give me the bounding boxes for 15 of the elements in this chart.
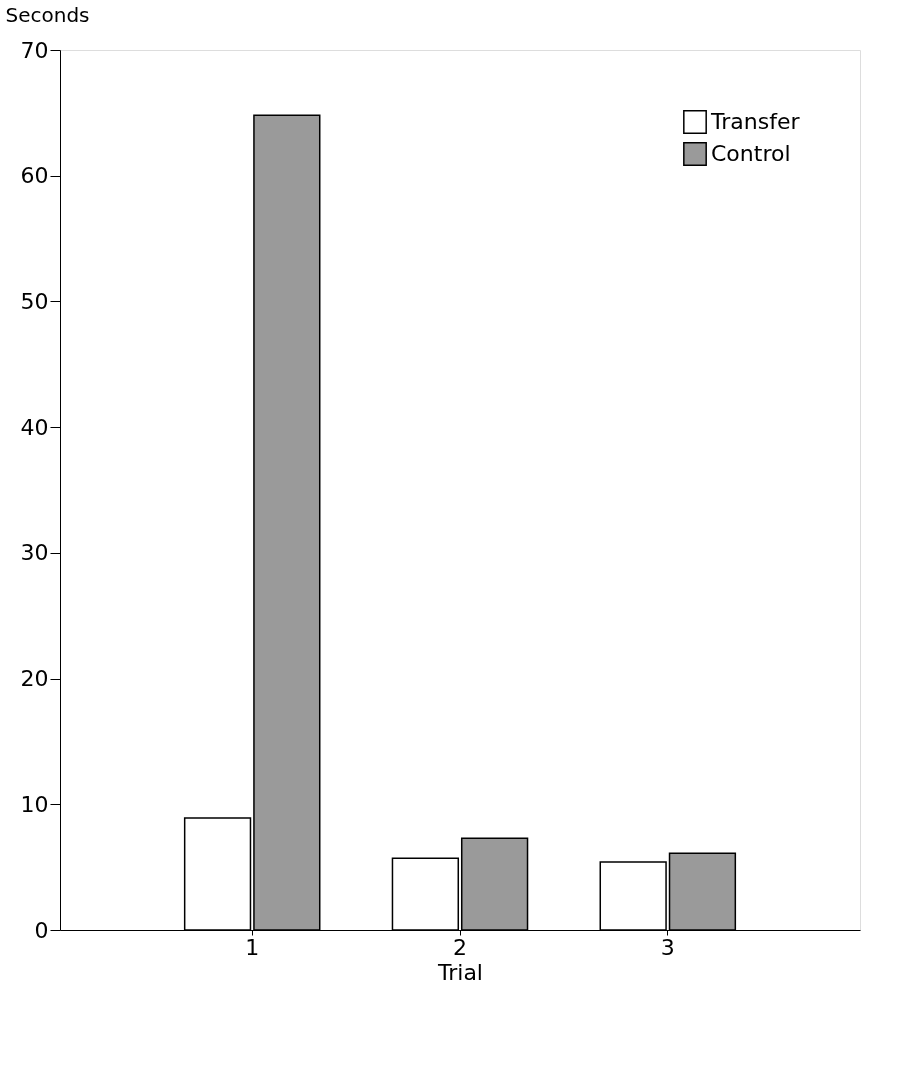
y-tick-label: 10 bbox=[20, 791, 49, 817]
x-tick-label: 3 bbox=[660, 934, 675, 960]
y-tick-label: 30 bbox=[20, 540, 49, 566]
legend-label: Transfer bbox=[710, 109, 801, 134]
y-tick-label: 40 bbox=[20, 414, 49, 440]
y-tick-label: 50 bbox=[20, 288, 49, 314]
y-tick-label: 0 bbox=[34, 917, 49, 943]
x-tick-label: 1 bbox=[245, 934, 260, 960]
y-tick-label: 20 bbox=[20, 666, 49, 692]
x-axis-title: Trial bbox=[437, 959, 483, 985]
y-tick-label: 60 bbox=[20, 163, 49, 189]
y-axis-title: Seconds bbox=[5, 2, 90, 27]
y-tick-label: 70 bbox=[20, 37, 49, 63]
legend-label: Control bbox=[711, 141, 791, 166]
x-tick-label: 2 bbox=[453, 934, 467, 960]
